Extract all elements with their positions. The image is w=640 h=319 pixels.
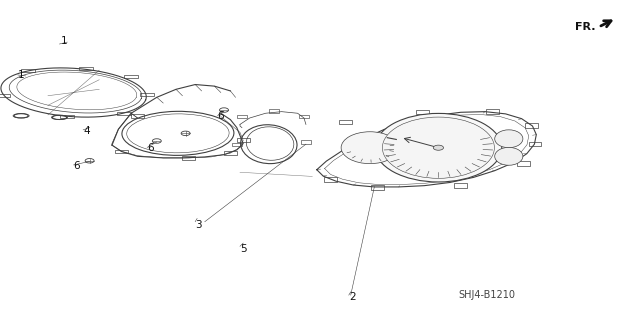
Text: SHJ4-B1210: SHJ4-B1210 — [458, 290, 515, 300]
Bar — [60, 115, 74, 118]
Bar — [269, 109, 279, 113]
Bar — [237, 115, 247, 118]
Bar — [115, 150, 128, 153]
Text: FR.: FR. — [575, 22, 595, 32]
Bar — [517, 161, 530, 166]
Text: 1: 1 — [18, 70, 24, 80]
Bar — [324, 177, 337, 182]
Bar — [416, 110, 429, 114]
Ellipse shape — [383, 117, 495, 178]
Text: 5: 5 — [240, 244, 246, 254]
Text: 6: 6 — [218, 111, 224, 122]
Text: 4: 4 — [83, 126, 90, 136]
Bar — [454, 183, 467, 188]
Bar — [237, 138, 250, 142]
Bar — [232, 143, 242, 146]
Bar — [124, 75, 138, 78]
Bar — [486, 109, 499, 114]
Bar — [182, 156, 195, 160]
Bar — [117, 112, 131, 115]
Circle shape — [433, 145, 444, 150]
Bar — [371, 185, 384, 190]
Ellipse shape — [375, 114, 502, 182]
Ellipse shape — [341, 132, 399, 164]
Bar — [339, 120, 352, 124]
Bar — [224, 151, 237, 155]
Ellipse shape — [495, 130, 523, 148]
Bar — [299, 115, 309, 118]
Bar — [525, 123, 538, 128]
Bar — [140, 93, 154, 96]
Text: 6: 6 — [147, 143, 154, 153]
Bar — [529, 142, 541, 146]
Text: 3: 3 — [195, 220, 202, 230]
Bar — [21, 69, 35, 72]
Bar — [0, 94, 10, 97]
Text: 1: 1 — [61, 36, 67, 47]
Bar — [301, 140, 311, 144]
Bar — [131, 114, 144, 118]
Text: 6: 6 — [74, 161, 80, 171]
Ellipse shape — [495, 147, 523, 165]
Bar — [79, 67, 93, 70]
Text: 2: 2 — [349, 292, 355, 302]
